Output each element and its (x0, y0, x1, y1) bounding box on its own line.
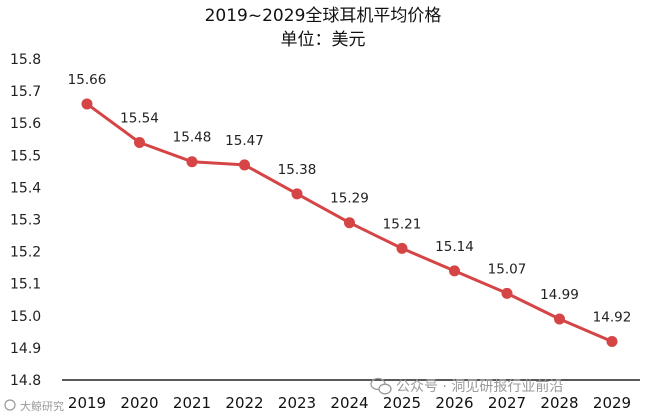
data-point (81, 98, 93, 110)
y-tick-label: 15.2 (10, 245, 41, 261)
y-tick-label: 15.0 (10, 309, 41, 325)
x-tick-label: 2020 (120, 394, 158, 412)
data-point (606, 335, 618, 347)
y-tick-label: 14.9 (10, 341, 41, 357)
data-label: 15.14 (435, 239, 474, 255)
data-point (449, 265, 460, 277)
y-tick-label: 15.5 (10, 148, 41, 164)
data-label: 15.66 (68, 72, 107, 88)
data-point (134, 136, 145, 148)
y-tick-label: 15.4 (10, 180, 41, 196)
data-point (396, 242, 408, 254)
x-tick-label: 2023 (278, 394, 316, 412)
y-tick-label: 15.6 (10, 116, 41, 132)
x-tick-label: 2025 (383, 394, 421, 412)
data-label: 15.21 (383, 216, 422, 232)
x-tick-label: 2028 (540, 394, 578, 412)
y-tick-label: 15.7 (10, 84, 41, 100)
data-point (344, 217, 355, 229)
wechat-icon (370, 377, 392, 395)
data-label: 15.29 (330, 191, 369, 207)
x-tick-label: 2022 (225, 394, 263, 412)
chart-subtitle: 单位：美元 (281, 30, 366, 50)
y-tick-label: 15.8 (10, 52, 41, 68)
chart-title: 2019~2029全球耳机平均价格 (205, 6, 442, 26)
data-label: 15.07 (488, 261, 527, 277)
watermark: 公众号 · 洞见研报行业前沿 大鲸研究 (4, 377, 563, 413)
x-tick-label: 2019 (68, 394, 106, 412)
y-axis: 14.8 14.9 15.0 15.1 15.2 15.3 15.4 15.5 15.6 15.7… (10, 52, 41, 389)
data-point (554, 313, 565, 325)
data-point (501, 287, 513, 299)
watermark-left-text: 大鲸研究 (20, 399, 64, 413)
watermark-text: 公众号 · 洞见研报行业前沿 (396, 378, 563, 395)
data-label: 15.54 (120, 110, 159, 126)
data-label: 14.99 (540, 287, 579, 303)
y-tick-label: 14.8 (10, 373, 41, 389)
data-labels: 15.66 15.54 15.48 15.47 15.38 15.29 15.21 15.14… (68, 72, 632, 326)
x-tick-label: 2027 (488, 394, 526, 412)
data-point (291, 188, 303, 200)
data-label: 15.38 (278, 162, 317, 178)
y-tick-label: 15.1 (10, 277, 41, 293)
x-tick-label: 2026 (435, 394, 473, 412)
data-point (186, 156, 198, 168)
data-label: 14.92 (593, 309, 632, 325)
y-tick-label: 15.3 (10, 213, 41, 229)
watermark-left-icon (4, 399, 16, 411)
x-axis: 2019 2020 2021 2022 2023 2024 2025 2026 2027 2028… (62, 379, 640, 412)
data-point (239, 159, 250, 171)
data-label: 15.48 (173, 130, 212, 146)
data-label: 15.47 (225, 133, 264, 149)
x-tick-label: 2024 (330, 394, 368, 412)
x-tick-label: 2029 (593, 394, 631, 412)
series-line-group (81, 98, 618, 347)
x-tick-label: 2021 (173, 394, 211, 412)
